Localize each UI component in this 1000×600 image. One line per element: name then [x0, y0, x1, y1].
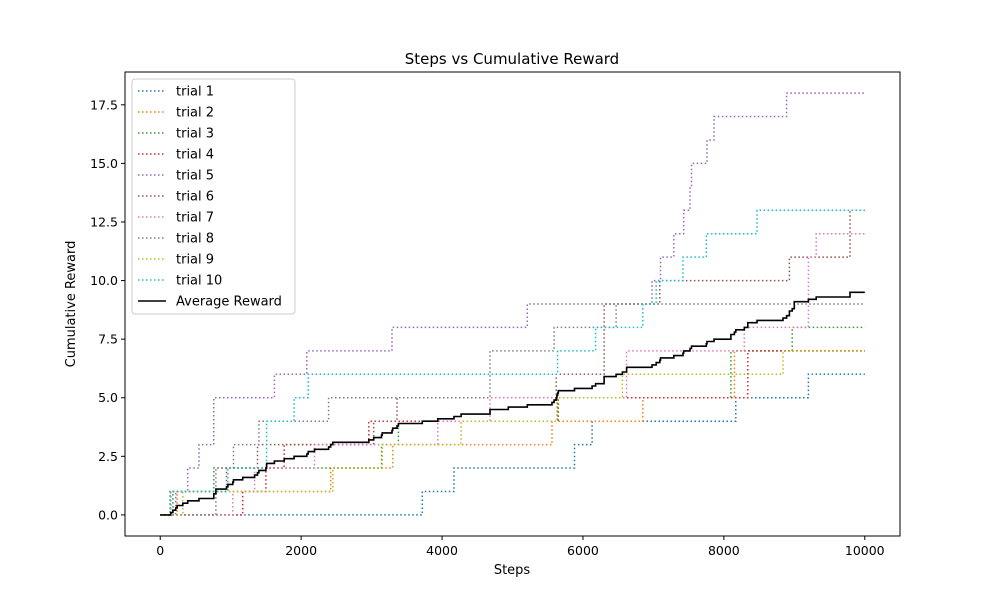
y-tick-label: 2.5: [98, 449, 118, 464]
legend: trial 1 trial 2 trial 3 trial 4 trial 5 trial…: [131, 78, 296, 315]
y-tick-label: 7.5: [98, 332, 118, 347]
legend-items: trial 1 trial 2 trial 3 trial 4 trial 5 trial…: [138, 85, 282, 310]
series-line-trial-1: [160, 373, 865, 516]
y-axis-title: Cumulative Reward: [64, 241, 79, 368]
x-tick-label: 10000: [845, 543, 885, 558]
series-line-trial-10: [160, 209, 865, 516]
y-tick-label: 5.0: [98, 390, 118, 405]
legend-label-trial-5: trial 5: [176, 169, 214, 184]
x-tick-label: 8000: [708, 543, 740, 558]
legend-label-trial-7: trial 7: [176, 211, 214, 226]
y-axis: 0.0 2.5 5.0 7.5 10.0 12.5 15.0 17.5: [90, 97, 125, 522]
y-tick-label: 12.5: [90, 214, 118, 229]
series-line-average-reward: [160, 291, 865, 516]
x-tick-label: 4000: [426, 543, 458, 558]
series-line-trial-9: [160, 350, 865, 516]
x-tick-label: 6000: [567, 543, 599, 558]
y-tick-label: 15.0: [90, 156, 118, 171]
y-tick-label: 10.0: [90, 273, 118, 288]
legend-label-trial-10: trial 10: [176, 274, 222, 289]
legend-box: [131, 78, 296, 315]
x-tick-label: 0: [156, 543, 164, 558]
y-tick-label: 17.5: [90, 97, 118, 112]
legend-label-trial-1: trial 1: [176, 85, 214, 100]
legend-label-trial-3: trial 3: [176, 127, 214, 142]
x-tick-label: 2000: [285, 543, 317, 558]
legend-label-trial-4: trial 4: [176, 148, 214, 163]
y-tick-label: 0.0: [98, 507, 118, 522]
chart-title: Steps vs Cumulative Reward: [405, 50, 619, 68]
legend-label-trial-2: trial 2: [176, 106, 214, 121]
plot-frame: [124, 71, 901, 537]
legend-label-trial-8: trial 8: [176, 232, 214, 247]
legend-label-trial-9: trial 9: [176, 253, 214, 268]
legend-label-average-reward: Average Reward: [176, 295, 282, 310]
legend-label-trial-6: trial 6: [176, 190, 214, 205]
x-axis-title: Steps: [494, 563, 531, 578]
x-axis: 0 2000 4000 6000 8000 10000: [156, 536, 885, 558]
series-layer: [160, 92, 865, 516]
